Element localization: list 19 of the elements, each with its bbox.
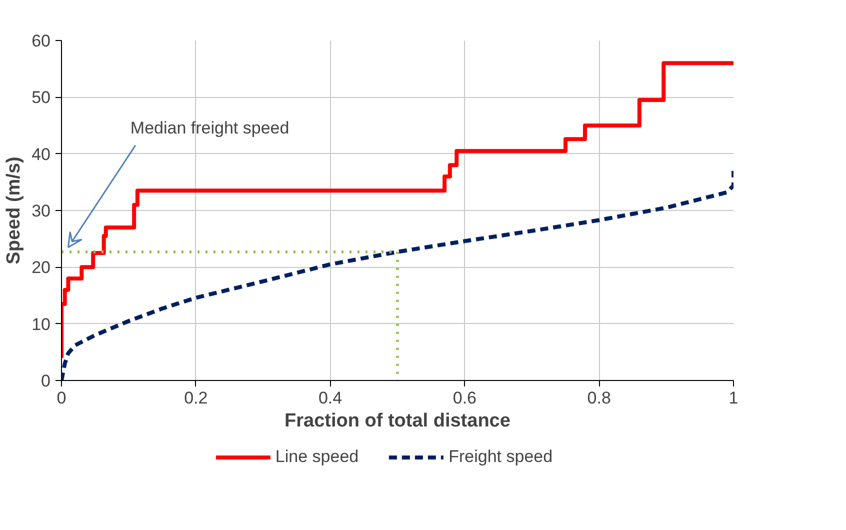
line-series [62,61,734,360]
x-tick-label: 0.4 [318,388,342,408]
y-tick-label: 30 [32,202,51,220]
y-tick-label: 50 [32,88,51,108]
x-tick-label: 1 [728,388,738,408]
x-tick-label: 0.6 [452,388,477,408]
legend-label: Freight speed [448,446,553,466]
legend-label: Line speed [275,446,359,466]
y-tick-label: 10 [32,314,51,334]
y-axis-title: Speed (m/s) [4,156,25,264]
y-tick-label: 60 [32,32,51,50]
x-tick-label: 0.2 [184,388,208,408]
y-tick-label: 20 [32,258,51,278]
y-tick-label: 0 [41,372,51,390]
x-tick-label: 0 [56,388,66,408]
x-tick-label: 0.8 [587,388,611,408]
y-tick-label: 40 [32,144,51,164]
annotation: Median freight speed [130,118,290,138]
x-axis-title: Fraction of total distance [284,410,510,432]
